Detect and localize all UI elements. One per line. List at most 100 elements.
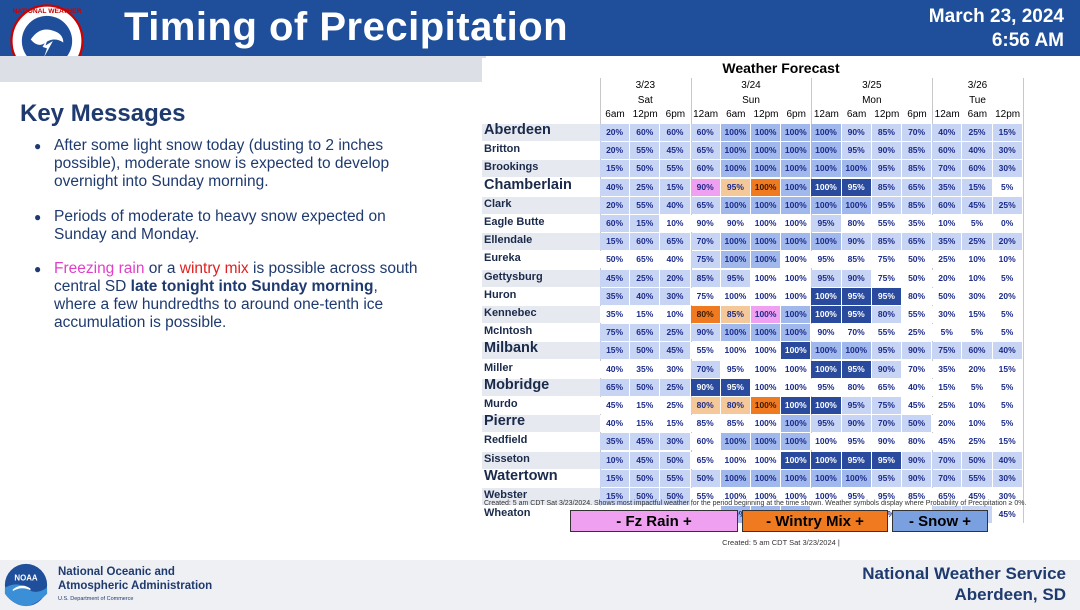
forecast-cell: 90%: [690, 178, 720, 196]
forecast-cell: 100%: [841, 342, 871, 360]
forecast-cell: 100%: [781, 469, 811, 487]
day-of-week-label: Mon: [862, 95, 882, 106]
forecast-cell: 95%: [811, 269, 841, 287]
forecast-cell: 100%: [751, 342, 781, 360]
forecast-cell: 70%: [841, 324, 871, 342]
city-name: Milbank: [484, 340, 538, 357]
forecast-cell: 65%: [690, 196, 720, 214]
forecast-cell: 20%: [600, 196, 630, 214]
key-message-3-part: is possible across south central SD: [54, 260, 418, 295]
forecast-cell: 100%: [811, 124, 841, 141]
key-messages-title: Key Messages: [20, 100, 186, 127]
forecast-cell: 60%: [660, 124, 690, 141]
forecast-cell: 25%: [660, 324, 690, 342]
forecast-cell: 85%: [902, 160, 932, 178]
forecast-cell: 30%: [992, 160, 1022, 178]
forecast-cell: 100%: [811, 342, 841, 360]
forecast-cell: 25%: [630, 178, 660, 196]
forecast-cell: 50%: [962, 451, 992, 469]
forecast-cell: 10%: [962, 251, 992, 269]
forecast-cell: 50%: [690, 469, 720, 487]
forecast-cell: 45%: [992, 506, 1022, 524]
noaa-name-line2: Atmospheric Administration: [58, 580, 213, 592]
forecast-cell: 95%: [841, 287, 871, 305]
city-name: Eureka: [484, 252, 521, 265]
forecast-cell: 100%: [781, 233, 811, 251]
forecast-cell: 100%: [811, 178, 841, 196]
forecast-cell: 95%: [811, 415, 841, 433]
freezing-rain-text: Freezing rain: [54, 260, 145, 277]
forecast-cell: 85%: [902, 196, 932, 214]
forecast-cell: 75%: [690, 251, 720, 269]
forecast-cell: 30%: [962, 287, 992, 305]
forecast-cell: 95%: [841, 360, 871, 378]
day-date-label: 3/26: [967, 80, 988, 91]
forecast-cell: 25%: [992, 196, 1022, 214]
forecast-cell: 50%: [630, 342, 660, 360]
forecast-cell: 35%: [932, 178, 962, 196]
hour-label: 12pm: [753, 109, 779, 120]
forecast-cell: 10%: [660, 215, 690, 232]
forecast-cell: 45%: [630, 433, 660, 451]
forecast-cell: 100%: [811, 488, 841, 505]
forecast-cell: 100%: [720, 451, 750, 469]
forecast-cell: 30%: [660, 360, 690, 378]
forecast-cell: 65%: [600, 378, 630, 396]
forecast-cell: 25%: [962, 124, 992, 141]
city-name: Ellendale: [484, 234, 533, 247]
noaa-department: U.S. Department of Commerce: [58, 596, 134, 602]
table-row: [482, 142, 600, 160]
noaa-logo: NOAA: [4, 563, 48, 607]
city-name: Mobridge: [484, 376, 550, 393]
forecast-cell: 85%: [871, 124, 901, 141]
forecast-cell: 100%: [751, 306, 781, 323]
forecast-cell: 95%: [841, 433, 871, 451]
forecast-cell: 95%: [841, 397, 871, 414]
forecast-cell: 15%: [962, 178, 992, 196]
forecast-cell: 65%: [690, 451, 720, 469]
forecast-cell: 100%: [751, 269, 781, 287]
forecast-cell: 30%: [660, 287, 690, 305]
table-row: [482, 269, 600, 287]
forecast-cell: 80%: [902, 287, 932, 305]
forecast-cell: 10%: [962, 415, 992, 433]
forecast-cell: 100%: [751, 451, 781, 469]
forecast-cell: 95%: [811, 215, 841, 232]
forecast-cell: 95%: [841, 306, 871, 323]
day-date-label: 3/23: [635, 80, 656, 91]
forecast-cell: 100%: [781, 488, 811, 505]
forecast-cell: 100%: [841, 160, 871, 178]
city-name: Aberdeen: [484, 122, 551, 138]
nws-office: Aberdeen, SD: [954, 585, 1066, 604]
forecast-cell: 50%: [630, 469, 660, 487]
hour-label: 6pm: [907, 109, 927, 120]
forecast-cell: 35%: [630, 360, 660, 378]
hour-label: 6am: [967, 109, 988, 120]
forecast-cell: 55%: [962, 469, 992, 487]
forecast-cell: 65%: [630, 251, 660, 269]
forecast-cell: 95%: [871, 342, 901, 360]
forecast-cell: 100%: [781, 124, 811, 141]
forecast-cell: 100%: [781, 306, 811, 323]
table-row: [482, 415, 600, 433]
forecast-cell: 90%: [902, 451, 932, 469]
forecast-cell: 90%: [841, 269, 871, 287]
city-name: Wheaton: [484, 507, 531, 520]
header-time: 6:56 AM: [991, 30, 1064, 51]
city-name: Murdo: [484, 398, 518, 410]
forecast-cell: 65%: [871, 378, 901, 396]
forecast-cell: 80%: [902, 433, 932, 451]
hour-label: 6pm: [786, 109, 806, 120]
forecast-cell: 55%: [902, 306, 932, 323]
city-name: Webster: [484, 489, 528, 501]
forecast-cell: 90%: [902, 469, 932, 487]
forecast-cell: 100%: [751, 251, 781, 269]
forecast-cell: 80%: [720, 397, 750, 414]
forecast-cell: 10%: [932, 215, 962, 232]
forecast-cell: 55%: [660, 469, 690, 487]
forecast-cell: 95%: [720, 360, 750, 378]
forecast-cell: 100%: [720, 233, 750, 251]
forecast-cell: 40%: [600, 360, 630, 378]
forecast-cell: 100%: [841, 196, 871, 214]
forecast-cell: 45%: [932, 433, 962, 451]
